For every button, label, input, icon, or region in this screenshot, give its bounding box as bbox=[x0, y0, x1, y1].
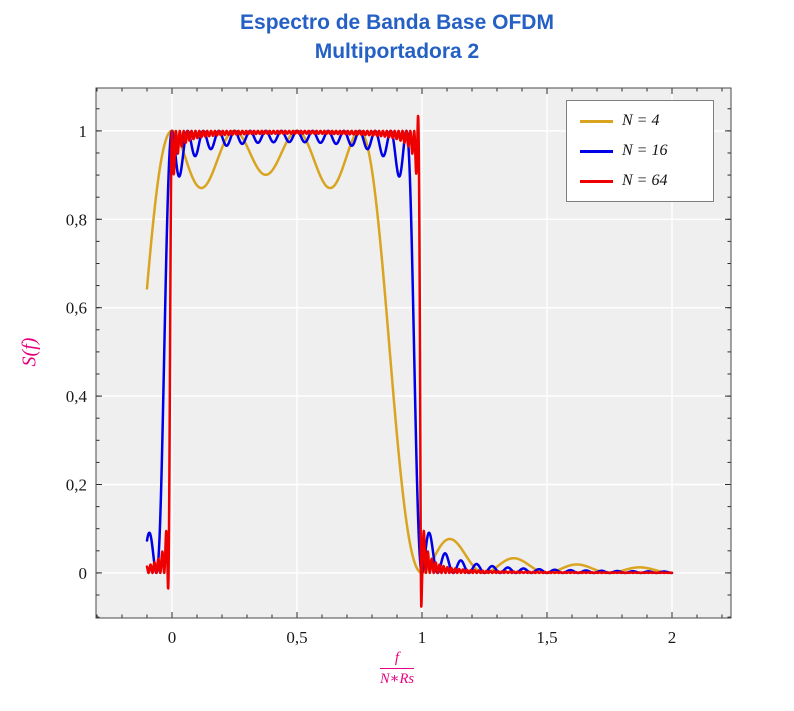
y-tick-label: 0,6 bbox=[66, 299, 87, 318]
legend-label-n64: N = 64 bbox=[622, 172, 668, 189]
series-line-N-64 bbox=[145, 114, 674, 608]
y-tick-label: 0,8 bbox=[66, 210, 87, 229]
x-tick-label: 0 bbox=[168, 628, 177, 647]
y-axis-label: S(f) bbox=[18, 337, 41, 367]
legend-line-swatch-n4 bbox=[580, 119, 613, 123]
legend-line-swatch-n16 bbox=[580, 149, 613, 153]
fraction-bar-icon bbox=[379, 668, 415, 670]
y-tick-label: 0,2 bbox=[66, 476, 87, 495]
chart-title: Espectro de Banda Base OFDM Multiportado… bbox=[0, 9, 794, 67]
x-tick-label: 2 bbox=[668, 628, 677, 647]
x-tick-label: 1,5 bbox=[536, 628, 557, 647]
legend-line-swatch-n64 bbox=[580, 179, 613, 183]
x-tick-label: 0,5 bbox=[286, 628, 307, 647]
y-tick-label: 0,4 bbox=[66, 387, 88, 406]
axis-ticks bbox=[96, 88, 731, 618]
x-axis-label-fraction: f N∗Rs bbox=[379, 650, 415, 688]
legend-item-n16: N = 16 bbox=[580, 142, 700, 160]
legend-item-n4: N = 4 bbox=[580, 112, 700, 130]
series-curves bbox=[145, 114, 674, 608]
x-axis-label: f N∗Rs bbox=[0, 650, 794, 688]
legend-item-n64: N = 64 bbox=[580, 172, 700, 190]
legend-label-n4: N = 4 bbox=[622, 112, 660, 129]
y-tick-label: 0 bbox=[79, 564, 88, 583]
legend-label-n16: N = 16 bbox=[622, 142, 668, 159]
plot-frame bbox=[95, 87, 732, 619]
legend: N = 4 N = 16 N = 64 bbox=[566, 100, 714, 202]
tick-labels: 0 0,5 1 1,5 2 0 0,2 0,4 0,6 0,8 1 bbox=[66, 122, 677, 647]
x-label-denominator: N∗Rs bbox=[379, 671, 415, 688]
x-label-numerator: f bbox=[394, 650, 400, 666]
x-tick-label: 1 bbox=[418, 628, 427, 647]
chart-title-line2: Multiportadora 2 bbox=[314, 39, 480, 63]
y-tick-label: 1 bbox=[79, 122, 88, 141]
chart-title-line1: Espectro de Banda Base OFDM bbox=[240, 11, 554, 34]
